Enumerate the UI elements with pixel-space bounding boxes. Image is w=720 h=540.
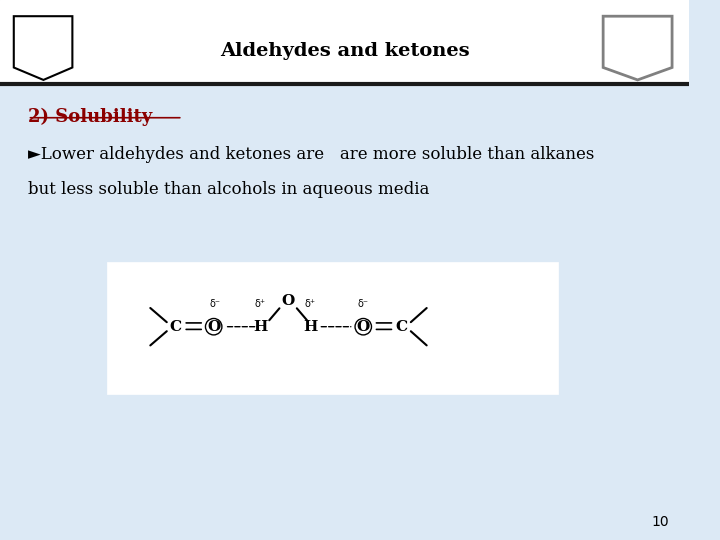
Text: O: O [356,320,370,334]
Text: δ⁺: δ⁺ [255,299,266,309]
Bar [0,0,689,81]
Text: H: H [303,320,318,334]
Text: δ⁺: δ⁺ [305,299,316,309]
Polygon shape [14,16,73,80]
Text: O: O [282,294,294,308]
Text: 10: 10 [651,515,669,529]
Bar [107,262,558,394]
Polygon shape [603,16,672,80]
Text: C: C [170,320,182,334]
Text: δ⁻: δ⁻ [358,299,369,309]
Text: H: H [253,320,268,334]
Text: 2) Solubility: 2) Solubility [27,108,152,126]
Text: C: C [395,320,408,334]
Text: Aldehydes and ketones: Aldehydes and ketones [220,42,469,60]
Text: δ⁻: δ⁻ [210,299,220,309]
Text: O: O [207,320,220,334]
Text: ►Lower aldehydes and ketones are   are more soluble than alkanes: ►Lower aldehydes and ketones are are mor… [27,146,594,163]
Text: but less soluble than alcohols in aqueous media: but less soluble than alcohols in aqueou… [27,181,429,198]
